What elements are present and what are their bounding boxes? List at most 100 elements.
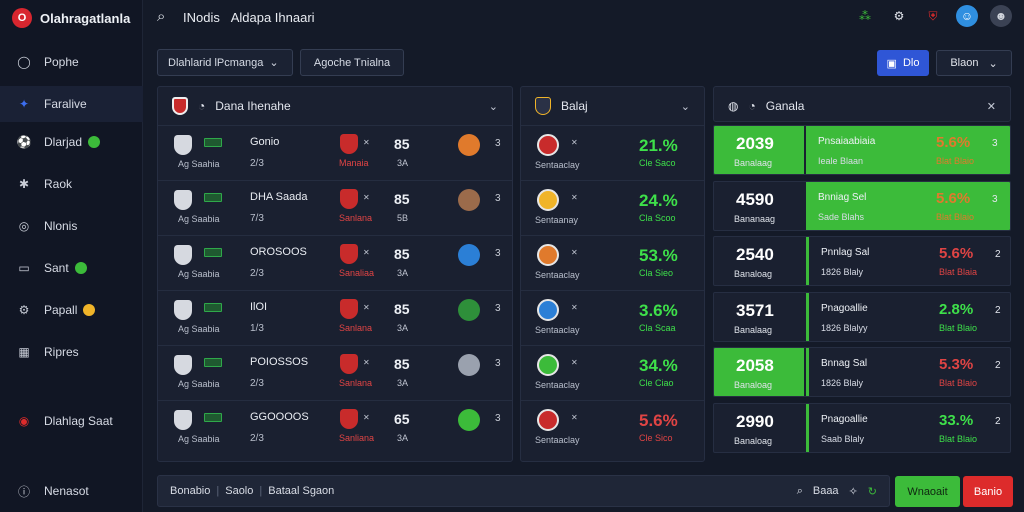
page-title: INodis Aldapa Ihnaari <box>183 10 315 25</box>
close-icon: ✕ <box>571 303 578 312</box>
select-dropdown[interactable]: Blaon ⌄ <box>936 50 1012 76</box>
sidebar-item-papall[interactable]: ⚙ Papall <box>0 292 143 328</box>
panel-header[interactable]: ◍ ◔ Ganala ✕ <box>714 87 1010 121</box>
row-count: 3 <box>495 358 501 369</box>
score-label: Banaloag <box>734 380 773 390</box>
sidebar-item-sant[interactable]: ▭ Sant <box>0 250 143 286</box>
panel-header[interactable]: ◔ Dana Ihenahe ⌄ <box>158 87 512 125</box>
card-detail: Pnnlag Sal 1826 Blaly 5.6% Blat Blaia 2 <box>806 237 1010 285</box>
filter-dropdown[interactable]: Dlahlarid lPcmanga ⌄ <box>157 49 293 76</box>
bottom-item-2[interactable]: Saolo <box>225 485 254 497</box>
score-block: 2039 Banalaag <box>714 126 804 174</box>
card-percent-sub: Blat Blaio <box>939 433 978 444</box>
sidebar-item-ripres[interactable]: ▦ Ripres <box>0 334 143 370</box>
score-card[interactable]: 4590 Bananaag Bnniag Sel Sade Blahs 5.6% Blat… <box>713 180 1011 231</box>
sidebar-item-dlarjad[interactable]: ⚽ Dlarjad <box>0 124 143 160</box>
score-card[interactable]: 2990 Banaloag Pnagoallie Saab Blaly 33.% Blat… <box>713 402 1011 453</box>
stat-sub: Cla Scaa <box>639 323 676 333</box>
score-value: 4590 <box>736 189 774 209</box>
team-name: Gonio <box>250 136 280 148</box>
match-row[interactable]: Ag Saabia POIOSSOS 2/3 ✕ Sanlana 85 3A 3 <box>158 345 512 399</box>
chevron-down-icon[interactable]: ⌄ <box>488 100 498 113</box>
team-name: OROSOOS <box>250 246 307 258</box>
club-logo-icon <box>458 299 480 321</box>
club-logo-icon <box>458 354 480 376</box>
category-label: Sanaliaa <box>339 268 375 278</box>
team-crest-icon <box>174 300 192 320</box>
score-value: 85 <box>394 246 410 262</box>
search-label[interactable]: Baaa <box>812 485 839 497</box>
panel-header[interactable]: Balaj ⌄ <box>521 87 704 125</box>
search-icon[interactable]: ⌕ <box>157 8 166 25</box>
sidebar-item-faralive[interactable]: ✦ Faralive <box>0 86 143 122</box>
badge-x: ✕ <box>363 138 370 147</box>
cancel-button[interactable]: Banio <box>963 476 1013 507</box>
avatar[interactable]: ☻ <box>990 5 1012 27</box>
club-logo-icon <box>537 299 559 321</box>
card-count: 2 <box>995 304 1001 316</box>
sidebar-item-label: Dlarjad <box>44 135 83 149</box>
bottom-item-1[interactable]: Bonabio <box>170 485 211 497</box>
match-row[interactable]: Ag Saabia GGOOOOS 2/3 ✕ Sanliana 65 3A 3 <box>158 400 512 454</box>
chevron-down-icon[interactable]: ⌄ <box>680 100 690 113</box>
primary-button[interactable]: ▣ Dlo <box>877 50 929 76</box>
sidebar-item-nenasot[interactable]: ⓘ Nenasot <box>0 473 143 509</box>
search-icon[interactable]: ⌕ <box>796 484 803 497</box>
stat-row[interactable]: ✕ Sentaaclay 3.6% Cla Scaa <box>521 290 704 344</box>
team-crest-icon <box>174 355 192 375</box>
football-icon: ⚽ <box>16 135 32 149</box>
stat-row[interactable]: ✕ Sentaanay 24.% Cla Scoo <box>521 180 704 234</box>
card-count: 2 <box>995 415 1001 427</box>
refresh-icon[interactable]: ↻ <box>867 485 877 498</box>
stat-row[interactable]: ✕ Sentaaclay 5.6% Cle Sico <box>521 400 704 454</box>
sidebar-item-label: Pophe <box>44 55 79 69</box>
shield-icon[interactable]: ⛨ <box>928 8 938 23</box>
primary-button-label: Dlo <box>902 57 920 69</box>
sidebar-item-pophe[interactable]: ◯ Pophe <box>0 44 143 80</box>
score-value: 2540 <box>736 245 774 264</box>
score-card[interactable]: 3571 Banalaag Pnagoallie 1826 Blalyy 2.8% Bla… <box>713 291 1011 342</box>
brand[interactable]: O Olahragatlanla <box>12 8 130 28</box>
bottom-item-3[interactable]: Bataal Sgaon <box>268 485 335 497</box>
score-block: 4590 Bananaag <box>714 182 804 230</box>
row-fraction: 1/3 <box>250 323 264 334</box>
score-card[interactable]: 2039 Banalaag Pnsaiaabiaia Ieale Blaan 5.6% B… <box>713 125 1011 175</box>
score-sub: 3A <box>397 378 409 388</box>
score-sub: 3A <box>397 268 409 278</box>
live-tag-icon <box>204 138 222 147</box>
confirm-button[interactable]: Wnaoait <box>895 476 960 507</box>
settings-icon[interactable]: ⚙ <box>893 9 905 23</box>
profile-icon[interactable]: ☺ <box>956 5 978 27</box>
card-percent: 33.% <box>939 411 974 429</box>
stat-row[interactable]: ✕ Sentaaclay 21.% Cle Saco <box>521 125 704 179</box>
score-label: Banalaag <box>734 158 773 168</box>
apps-icon[interactable]: ⁂ <box>859 9 871 23</box>
score-value: 3571 <box>736 300 774 320</box>
match-row[interactable]: Ag Saahia Gonio 2/3 ✕ Manaia 85 3A 3 <box>158 125 512 179</box>
match-row[interactable]: Ag Saabia IlOI 1/3 ✕ Sanlana 85 3A 3 <box>158 290 512 344</box>
live-tag-icon <box>204 413 222 422</box>
sidebar: O Olahragatlanla ◯ Pophe ✦ Faralive ⚽ Dl… <box>0 0 143 512</box>
filter-button-2[interactable]: Agoche Tnialna <box>300 49 404 76</box>
sidebar-item-nlonis[interactable]: ◎ Nlonis <box>0 208 143 244</box>
stat-row[interactable]: ✕ Sentaaclay 34.% Cle Ciao <box>521 345 704 399</box>
stat-row[interactable]: ✕ Sentaaclay 53.% Cla Sieo <box>521 235 704 289</box>
topbar: ⌕ INodis Aldapa Ihnaari ⁂ ⚙ ⛨ ☺ ☻ <box>143 0 1024 36</box>
clock-icon: ◔ <box>748 99 756 113</box>
close-icon[interactable]: ✕ <box>986 100 996 113</box>
brand-logo-icon: O <box>12 8 32 28</box>
match-row[interactable]: Ag Saabia DHA Saada 7/3 ✕ Sanlana 85 5B 3 <box>158 180 512 234</box>
stat-percent: 21.% <box>639 136 678 155</box>
card-percent-sub: Blat Blaio <box>936 211 975 222</box>
stat-sub: Cle Sico <box>639 433 673 443</box>
sidebar-item-dlahlag-saat[interactable]: ◉ Dlahlag Saat <box>0 403 143 439</box>
sidebar-item-raok[interactable]: ✱ Raok <box>0 166 143 202</box>
score-card[interactable]: 2058 Banaloag Bnnag Sal 1826 Blaly 5.3% Blat … <box>713 347 1011 397</box>
stat-label: Sentaaclay <box>535 325 580 335</box>
team-crest-icon <box>174 135 192 155</box>
score-value: 2990 <box>736 411 774 431</box>
team-crest-icon <box>174 190 192 210</box>
match-row[interactable]: Ag Saabia OROSOOS 2/3 ✕ Sanaliaa 85 3A 3 <box>158 235 512 289</box>
score-card[interactable]: 2540 Banaloag Pnnlag Sal 1826 Blaly 5.6% Blat… <box>713 236 1011 286</box>
star-icon[interactable]: ✧ <box>848 485 858 498</box>
